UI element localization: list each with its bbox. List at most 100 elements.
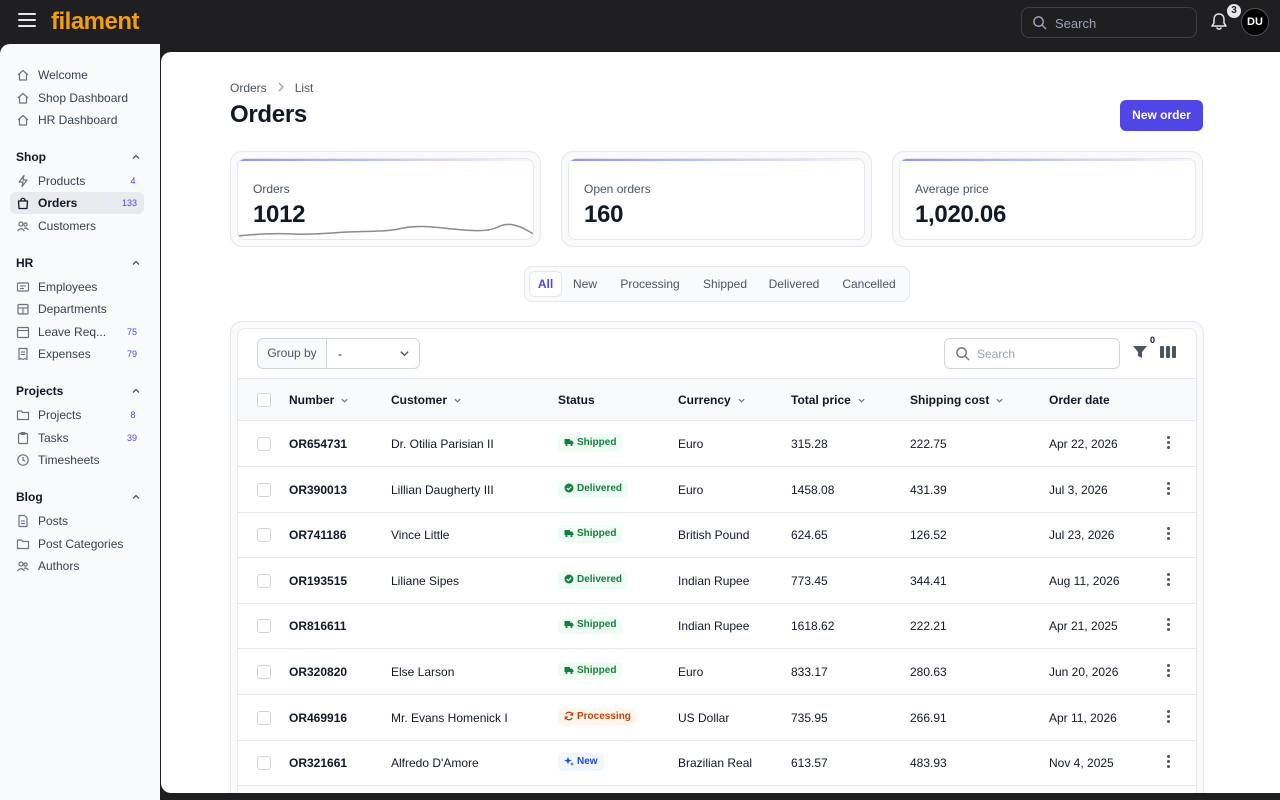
table-row[interactable]: OR816611 Shipped Indian Rupee 1618.62 222.21… <box>238 603 1196 650</box>
table-row[interactable]: OR469916 Mr. Evans Homenick I Processing US… <box>238 695 1196 741</box>
order-date: Jul 23, 2026 <box>1049 528 1115 543</box>
row-actions-icon[interactable] <box>1167 709 1171 724</box>
tab-delivered[interactable]: Delivered <box>768 277 820 291</box>
sidebar-item-posts[interactable]: Posts <box>10 510 144 532</box>
row-actions-icon[interactable] <box>1167 664 1171 678</box>
select-all-checkbox[interactable] <box>257 393 271 407</box>
chevron-up-icon[interactable] <box>131 152 141 162</box>
sidebar-item-timesheets[interactable]: Timesheets <box>10 449 144 471</box>
order-number: OR321661 <box>289 756 348 771</box>
sidebar-item-post-categories[interactable]: Post Categories <box>10 533 144 555</box>
document-icon <box>18 514 28 528</box>
sidebar-item-tasks[interactable]: Tasks 39 <box>10 427 144 449</box>
sidebar-item-label: Employees <box>38 279 98 294</box>
row-actions-icon[interactable] <box>1167 436 1171 450</box>
sidebar-item-shop-dashboard[interactable]: Shop Dashboard <box>10 87 144 109</box>
sidebar-item-label: Projects <box>38 408 82 422</box>
new-order-button[interactable]: New order <box>1120 100 1203 131</box>
app-logo[interactable]: filament <box>51 8 140 35</box>
row-actions-icon[interactable] <box>1167 481 1171 496</box>
row-checkbox[interactable] <box>257 665 271 679</box>
bell-icon[interactable] <box>1210 12 1228 32</box>
table-row[interactable]: OR320820 Else Larson Shipped Euro 833.17 280.… <box>238 649 1196 695</box>
chevron-up-icon[interactable] <box>131 492 141 502</box>
sidebar-item-employees[interactable]: Employees <box>10 276 144 298</box>
table-row[interactable]: OR654731 Dr. Otilia Parisian II Shipped Eur… <box>238 421 1196 467</box>
global-search-input[interactable]: Search <box>1021 7 1197 38</box>
row-checkbox[interactable] <box>257 482 271 497</box>
table-row[interactable]: OR741186 Vince Little Shipped British Pound… <box>238 512 1196 559</box>
row-actions-icon[interactable] <box>1167 618 1171 632</box>
truck-icon <box>564 621 574 629</box>
column-header-currency[interactable]: Currency <box>678 393 746 407</box>
row-checkbox[interactable] <box>257 619 271 634</box>
shipping-cost: 483.93 <box>910 756 947 771</box>
breadcrumb-orders-link[interactable]: Orders <box>230 81 267 95</box>
sidebar-item-label: Expenses <box>38 347 91 361</box>
filter-icon[interactable] <box>1132 344 1148 360</box>
column-header-shipping-cost[interactable]: Shipping cost <box>910 393 1004 407</box>
columns-icon[interactable] <box>1160 346 1176 358</box>
row-checkbox[interactable] <box>257 437 271 451</box>
tab-all[interactable]: All <box>529 271 562 297</box>
column-header-total-price[interactable]: Total price <box>791 393 866 407</box>
tab-new[interactable]: New <box>572 277 597 291</box>
row-checkbox[interactable] <box>257 528 271 543</box>
page-title: Orders <box>230 101 307 128</box>
table-row[interactable]: OR321661 Alfredo D'Amore New Brazilian Real… <box>238 740 1196 787</box>
sort-icon <box>858 399 865 404</box>
building-icon <box>17 303 29 315</box>
group-by-select[interactable]: Group by - <box>257 338 420 369</box>
currency: US Dollar <box>678 710 730 725</box>
sidebar-group-shop[interactable]: Shop <box>16 149 46 164</box>
stat-card-average-price: Average price 1,020.06 <box>892 151 1203 247</box>
search-icon <box>1033 16 1047 30</box>
sidebar-group-hr[interactable]: HR <box>16 255 34 270</box>
user-avatar[interactable]: DU <box>1241 8 1269 36</box>
sidebar-item-customers[interactable]: Customers <box>10 215 144 237</box>
sort-icon <box>996 399 1003 404</box>
row-checkbox[interactable] <box>257 573 271 588</box>
chevron-up-icon[interactable] <box>131 258 141 268</box>
status-badge: Shipped <box>558 434 623 452</box>
sidebar-item-projects[interactable]: Projects 8 <box>10 404 144 426</box>
sidebar-group-projects[interactable]: Projects <box>16 384 64 398</box>
tab-processing[interactable]: Processing <box>620 277 680 291</box>
sidebar-item-departments[interactable]: Departments <box>10 298 144 320</box>
sidebar-item-badge: 133 <box>121 198 137 208</box>
topbar: filament Search 3 DU <box>0 0 1280 44</box>
chevron-up-icon[interactable] <box>131 386 141 396</box>
id-card-icon <box>16 281 30 292</box>
total-price: 613.57 <box>791 756 828 771</box>
row-actions-icon[interactable] <box>1167 527 1171 541</box>
table-row[interactable]: OR390013 Lillian Daugherty III Delivered Eu… <box>238 467 1196 513</box>
tab-shipped[interactable]: Shipped <box>702 277 748 291</box>
row-actions-icon[interactable] <box>1167 572 1171 587</box>
table-row[interactable]: OR193515 Liliane Sipes Delivered Indian Rup… <box>238 558 1196 604</box>
sidebar-group-blog[interactable]: Blog <box>16 490 43 504</box>
group-by-value: - <box>338 347 342 361</box>
sidebar-item-expenses[interactable]: Expenses 79 <box>10 343 144 365</box>
tab-cancelled[interactable]: Cancelled <box>842 277 896 291</box>
sidebar-item-hr-dashboard[interactable]: HR Dashboard <box>10 109 144 131</box>
column-header-customer[interactable]: Customer <box>391 393 462 407</box>
column-header-number[interactable]: Number <box>289 393 349 407</box>
clipboard-icon <box>17 431 29 444</box>
sidebar-item-label: Post Categories <box>38 536 124 551</box>
row-actions-icon[interactable] <box>1167 755 1171 769</box>
clock-icon <box>17 454 29 466</box>
row-checkbox[interactable] <box>257 756 271 771</box>
menu-icon[interactable] <box>18 13 36 29</box>
sidebar-item-products[interactable]: Products 4 <box>10 170 144 192</box>
sidebar-item-label: Posts <box>38 514 69 528</box>
status-tabs: All New Processing Shipped Delivered Can… <box>524 266 910 302</box>
table-search-input[interactable]: Search <box>944 338 1120 369</box>
sidebar-item-authors[interactable]: Authors <box>10 555 144 577</box>
sidebar-item-welcome[interactable]: Welcome <box>10 64 144 86</box>
row-checkbox[interactable] <box>257 710 271 725</box>
sidebar-item-badge: 4 <box>130 175 136 186</box>
sidebar: Welcome Shop Dashboard HR Dashboard Shop Pro… <box>0 44 160 800</box>
sidebar-item-orders[interactable]: Orders 133 <box>10 192 144 214</box>
group-by-label: Group by <box>258 339 327 368</box>
sidebar-item-leave-req[interactable]: Leave Req... 75 <box>10 321 144 343</box>
